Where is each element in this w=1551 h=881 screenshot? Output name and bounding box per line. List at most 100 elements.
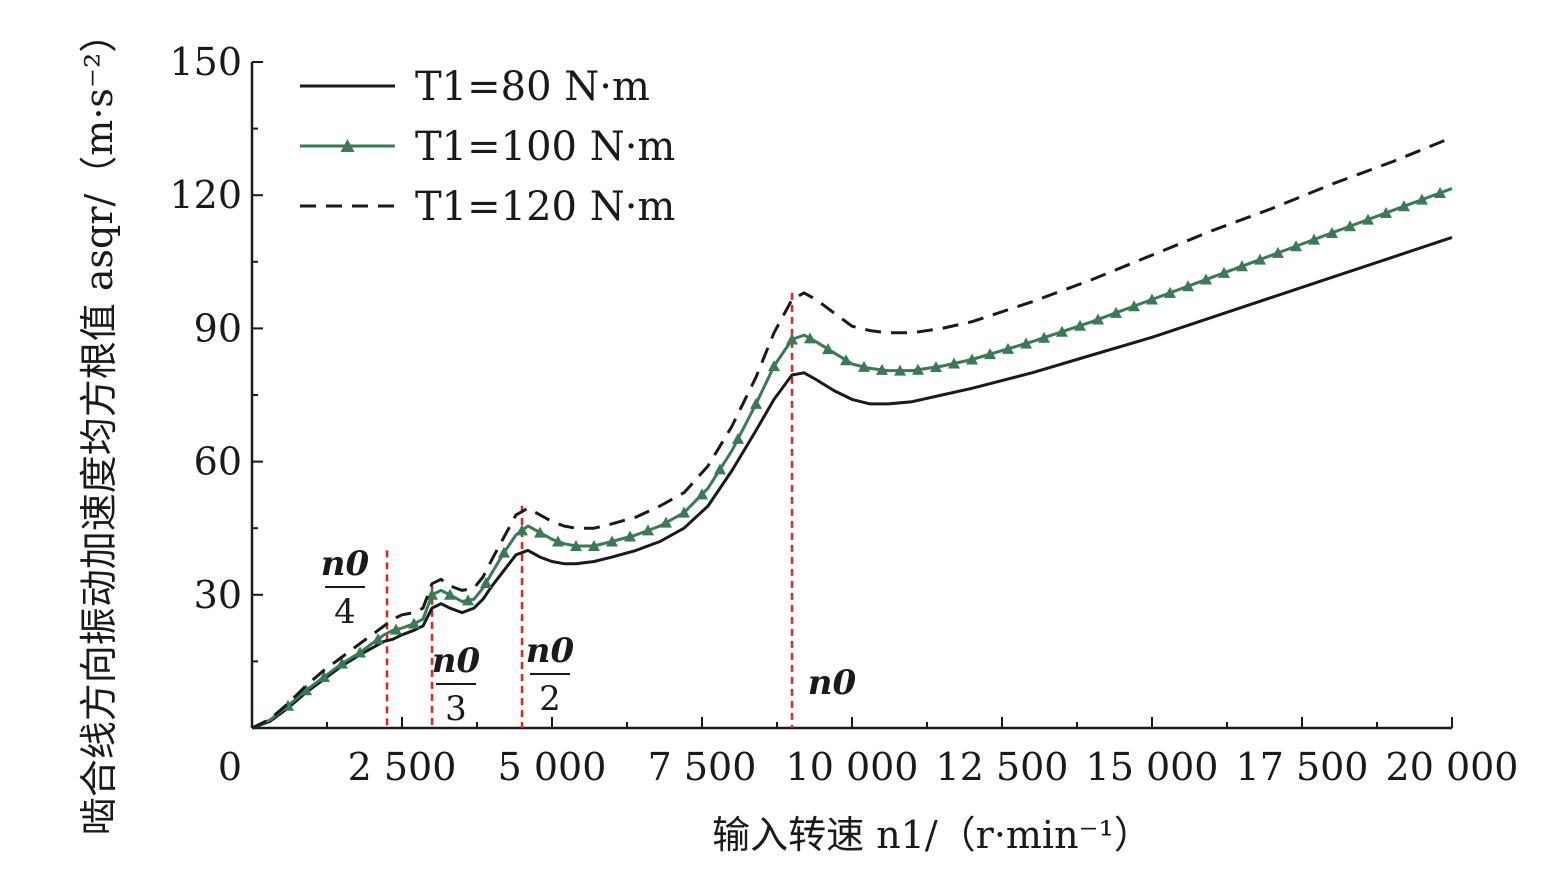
data-point-marker bbox=[444, 588, 456, 600]
data-point-marker bbox=[768, 360, 780, 372]
reference-label: n0 bbox=[526, 631, 575, 671]
data-point-marker bbox=[498, 546, 510, 558]
data-point-marker bbox=[822, 343, 834, 355]
data-point-marker bbox=[552, 535, 564, 547]
data-point-marker bbox=[912, 363, 924, 375]
data-point-marker bbox=[1182, 280, 1194, 292]
data-point-marker bbox=[1146, 293, 1158, 305]
data-point-marker bbox=[1092, 313, 1104, 325]
data-point-marker bbox=[840, 354, 852, 366]
data-point-marker bbox=[678, 506, 690, 518]
data-point-marker bbox=[300, 684, 312, 696]
data-point-marker bbox=[876, 363, 888, 375]
x-tick-label: 5 000 bbox=[498, 745, 607, 789]
x-tick-label: 12 500 bbox=[936, 745, 1069, 789]
data-point-marker bbox=[1434, 186, 1446, 198]
reference-label: n0 bbox=[432, 641, 481, 681]
reference-label-denominator: 2 bbox=[539, 679, 561, 719]
x-tick-label: 15 000 bbox=[1086, 745, 1219, 789]
series-line bbox=[251, 187, 1453, 730]
data-point-marker bbox=[696, 488, 708, 500]
reference-label: n0 bbox=[321, 544, 370, 584]
data-point-marker bbox=[516, 524, 528, 536]
data-point-marker bbox=[480, 576, 492, 588]
y-tick-label: 30 bbox=[194, 573, 242, 617]
data-point-marker bbox=[948, 357, 960, 369]
data-point-marker bbox=[1290, 240, 1302, 252]
series-line bbox=[251, 136, 1453, 730]
axes: 0 2 500 5 000 7 500 10 000 12 500 15 000 17 500… bbox=[169, 40, 1518, 789]
data-point-marker bbox=[984, 348, 996, 360]
data-point-marker bbox=[1272, 246, 1284, 258]
data-point-marker bbox=[1254, 253, 1266, 265]
legend: T1=80 N·m T1=100 N·m T1=120 N·m bbox=[300, 64, 675, 230]
y-tick-label: 120 bbox=[169, 173, 242, 217]
data-point-marker bbox=[570, 539, 582, 551]
y-axis-title: 啮合线方向振动加速度均方根值 asqr/（m·s⁻²） bbox=[77, 15, 121, 835]
x-tick-label: 20 000 bbox=[1386, 745, 1519, 789]
x-tick-label: 2 500 bbox=[348, 745, 457, 789]
data-point-marker bbox=[804, 332, 816, 344]
data-point-marker bbox=[642, 524, 654, 536]
reference-label-denominator: 4 bbox=[334, 592, 356, 632]
data-point-marker bbox=[1038, 331, 1050, 343]
x-tick-label: 7 500 bbox=[648, 745, 757, 789]
data-point-marker bbox=[1056, 325, 1068, 337]
data-point-marker bbox=[1326, 226, 1338, 238]
legend-marker bbox=[340, 139, 355, 152]
data-point-marker bbox=[534, 526, 546, 538]
data-point-marker bbox=[1020, 337, 1032, 349]
series-lines bbox=[251, 136, 1453, 730]
legend-label: T1=120 N·m bbox=[415, 184, 675, 230]
data-point-marker bbox=[1362, 213, 1374, 225]
data-point-marker bbox=[1002, 342, 1014, 354]
data-point-marker bbox=[372, 633, 384, 645]
legend-label: T1=80 N·m bbox=[415, 64, 650, 110]
data-point-marker bbox=[606, 535, 618, 547]
data-point-marker bbox=[966, 353, 978, 365]
reference-label: n0 bbox=[808, 663, 857, 703]
data-point-marker bbox=[624, 530, 636, 542]
data-point-marker bbox=[1416, 193, 1428, 205]
data-point-marker bbox=[1074, 319, 1086, 331]
data-point-marker bbox=[930, 361, 942, 373]
data-point-marker bbox=[1380, 206, 1392, 218]
x-tick-label: 0 bbox=[218, 745, 242, 789]
data-point-marker bbox=[1200, 273, 1212, 285]
y-tick-label: 60 bbox=[194, 440, 242, 484]
data-point-marker bbox=[390, 623, 402, 635]
data-point-marker bbox=[894, 364, 906, 376]
data-point-marker bbox=[714, 463, 726, 475]
y-tick-label: 90 bbox=[194, 306, 242, 350]
data-point-marker bbox=[1164, 286, 1176, 298]
data-point-marker bbox=[354, 646, 366, 658]
y-tick-label: 150 bbox=[169, 40, 242, 84]
series-line bbox=[251, 235, 1453, 730]
data-point-marker bbox=[786, 333, 798, 345]
data-point-marker bbox=[1218, 266, 1230, 278]
reference-label-denominator: 3 bbox=[445, 689, 467, 729]
data-point-marker bbox=[1236, 260, 1248, 272]
data-point-marker bbox=[318, 670, 330, 682]
data-point-marker bbox=[750, 397, 762, 409]
data-point-marker bbox=[732, 432, 744, 444]
data-point-marker bbox=[336, 657, 348, 669]
data-point-marker bbox=[1110, 306, 1122, 318]
data-point-marker bbox=[426, 588, 438, 600]
x-tick-label: 10 000 bbox=[786, 745, 919, 789]
data-point-marker bbox=[1344, 220, 1356, 232]
legend-label: T1=100 N·m bbox=[415, 124, 675, 170]
data-point-marker bbox=[1308, 233, 1320, 245]
data-point-marker bbox=[408, 617, 420, 629]
data-point-marker bbox=[462, 594, 474, 606]
data-point-marker bbox=[1398, 200, 1410, 212]
data-point-marker bbox=[858, 360, 870, 372]
data-point-marker bbox=[588, 539, 600, 551]
data-point-marker bbox=[1128, 300, 1140, 312]
data-point-marker bbox=[660, 516, 672, 528]
axis-labels: 输入转速 n1/（r·min⁻¹） 啮合线方向振动加速度均方根值 asqr/（m·… bbox=[77, 15, 1152, 857]
x-axis-title: 输入转速 n1/（r·min⁻¹） bbox=[712, 813, 1152, 857]
x-tick-label: 17 500 bbox=[1236, 745, 1369, 789]
